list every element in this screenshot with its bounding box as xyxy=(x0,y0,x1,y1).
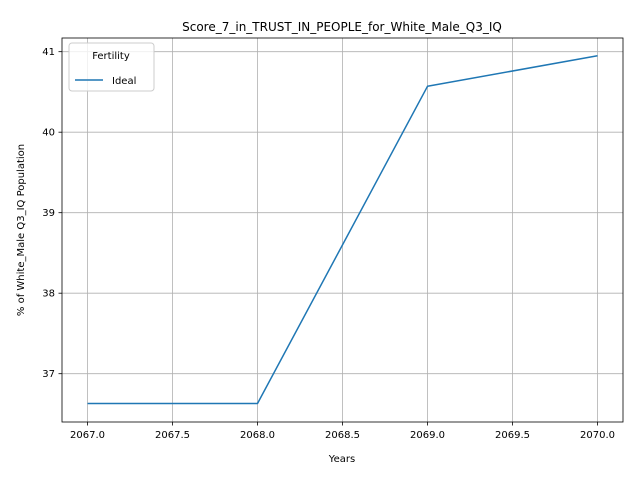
x-tick-label: 2067.0 xyxy=(70,430,105,441)
x-tick-label: 2068.5 xyxy=(325,430,360,441)
y-tick-label: 41 xyxy=(42,47,55,58)
x-tick-label: 2067.5 xyxy=(155,430,190,441)
y-tick-label: 39 xyxy=(42,208,55,219)
y-tick-label: 40 xyxy=(42,128,55,139)
series-line-ideal xyxy=(87,54,598,405)
legend-title: Fertility xyxy=(92,51,130,62)
x-tick-label: 2070.0 xyxy=(580,430,615,441)
legend-box xyxy=(68,42,155,92)
legend: Fertility Ideal xyxy=(68,42,155,92)
y-tick-label: 38 xyxy=(42,289,55,300)
grid-lines xyxy=(62,38,623,422)
legend-label-ideal: Ideal xyxy=(112,76,136,87)
y-axis: 37 38 39 40 41 xyxy=(42,47,62,380)
x-tick-label: 2068.0 xyxy=(240,430,275,441)
chart-title: Score_7_in_TRUST_IN_PEOPLE_for_White_Mal… xyxy=(182,20,502,34)
x-tick-label: 2069.0 xyxy=(410,430,445,441)
y-tick-label: 37 xyxy=(42,369,55,380)
y-axis-label: % of White_Male Q3_IQ Population xyxy=(16,144,27,316)
x-axis: 2067.0 2067.5 2068.0 2068.5 2069.0 2069.5 2070… xyxy=(70,422,615,441)
x-tick-label: 2069.5 xyxy=(495,430,530,441)
x-axis-label: Years xyxy=(328,454,355,465)
series-layer xyxy=(87,54,598,405)
